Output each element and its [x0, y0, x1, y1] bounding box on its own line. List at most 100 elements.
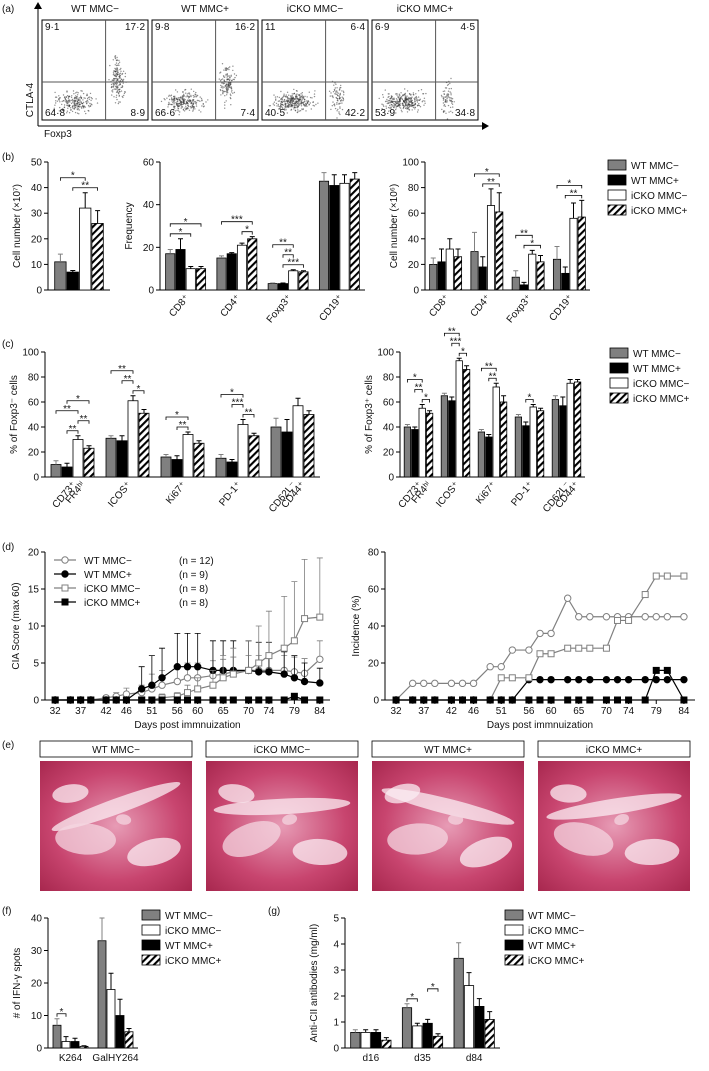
flow-dot — [173, 95, 175, 98]
flow-dot — [70, 109, 72, 111]
point — [525, 674, 533, 682]
legend-swatch — [609, 392, 629, 404]
significance-bracket — [282, 264, 304, 268]
flow-dot — [416, 99, 418, 102]
flow-dot — [283, 108, 286, 110]
point — [194, 696, 202, 704]
flow-dot — [111, 94, 113, 96]
flow-dot — [177, 110, 180, 112]
flow-dot — [287, 106, 289, 109]
error-bar — [414, 1022, 420, 1026]
flow-dot — [334, 107, 337, 110]
bar — [422, 1022, 433, 1049]
flow-dot — [227, 85, 229, 88]
flow-dot — [90, 103, 92, 105]
x-tick-label: ICOS⁺ — [434, 480, 462, 510]
significance-bracket — [77, 420, 90, 424]
flow-dot — [221, 85, 223, 87]
flow-dot — [341, 108, 344, 111]
flow-dot — [276, 96, 279, 98]
significance-label: *** — [287, 258, 299, 269]
error-bar — [513, 270, 519, 278]
y-tick-label: 100 — [22, 348, 39, 359]
flow-dot — [76, 102, 79, 104]
bar — [403, 426, 412, 478]
x-tick-label: d35 — [414, 1053, 431, 1064]
error-bar — [70, 270, 76, 273]
panel-label: (g) — [268, 906, 280, 917]
flow-dot — [173, 105, 175, 107]
flow-dot — [444, 105, 447, 108]
significance-bracket — [488, 377, 497, 382]
flow-dot — [395, 107, 397, 109]
error-bar — [280, 282, 286, 284]
error-bar — [219, 255, 224, 258]
flow-dot — [71, 95, 73, 97]
y-tick-label: 0 — [333, 1044, 339, 1055]
flow-dot — [405, 96, 408, 99]
flow-dot — [280, 100, 283, 103]
flow-dot — [449, 99, 451, 101]
flow-dot — [332, 96, 334, 99]
error-bar — [476, 998, 482, 1007]
flow-dot — [275, 102, 278, 105]
error-bar — [441, 392, 447, 396]
flow-dot — [232, 92, 234, 94]
flow-dot — [124, 75, 127, 78]
flow-dot — [114, 102, 117, 104]
flow-dot — [122, 82, 124, 84]
tissue-feature — [116, 814, 132, 825]
point — [66, 696, 74, 704]
flow-dot — [453, 101, 455, 103]
flow-dot — [179, 111, 181, 113]
flow-dot — [76, 108, 79, 111]
error-bar — [174, 455, 180, 460]
error-bar — [321, 172, 327, 182]
flow-dot — [230, 74, 232, 77]
flow-dot — [410, 98, 412, 100]
flow-dot — [84, 110, 86, 113]
error-bar — [530, 404, 536, 407]
flow-dot — [273, 101, 276, 103]
bar — [429, 263, 438, 291]
x-tick-label: 74 — [263, 706, 275, 717]
flow-dot — [299, 102, 301, 105]
point — [547, 650, 555, 658]
flow-dot — [339, 94, 341, 96]
significance-label: * — [424, 393, 428, 404]
flow-dot — [421, 101, 423, 103]
flow-dot — [289, 106, 291, 108]
quadrant-label: 66·6 — [155, 108, 175, 119]
x-tick-label: Ki67⁺ — [164, 480, 189, 506]
error-bar — [487, 1011, 493, 1020]
point — [641, 675, 649, 684]
dot-cloud — [268, 80, 345, 119]
flow-dot — [382, 94, 384, 96]
x-tick-label: 70 — [601, 706, 613, 717]
x-tick-label: CD4⁺ — [218, 293, 243, 319]
flow-dot — [114, 56, 116, 59]
flow-dot — [332, 101, 334, 103]
flow-dot — [117, 90, 119, 92]
flow-dot — [339, 106, 341, 108]
point — [280, 644, 288, 652]
point — [183, 663, 192, 671]
bar — [216, 257, 227, 291]
flow-dot — [336, 102, 338, 104]
flow-dot — [337, 100, 339, 102]
flow-dot — [309, 96, 312, 99]
flow-dot — [75, 102, 78, 105]
flow-dot — [220, 84, 222, 87]
flow-dot — [445, 99, 447, 101]
flow-dot — [446, 101, 448, 103]
flow-dot — [77, 98, 79, 100]
flow-dot — [442, 90, 444, 93]
flow-dot — [448, 88, 450, 90]
error-bar — [352, 172, 358, 180]
flow-dot — [225, 73, 227, 76]
flow-dot — [220, 89, 222, 92]
significance-bracket — [56, 1013, 67, 1017]
flow-dot — [192, 106, 194, 108]
flow-dot — [122, 78, 125, 81]
bar — [91, 223, 104, 291]
